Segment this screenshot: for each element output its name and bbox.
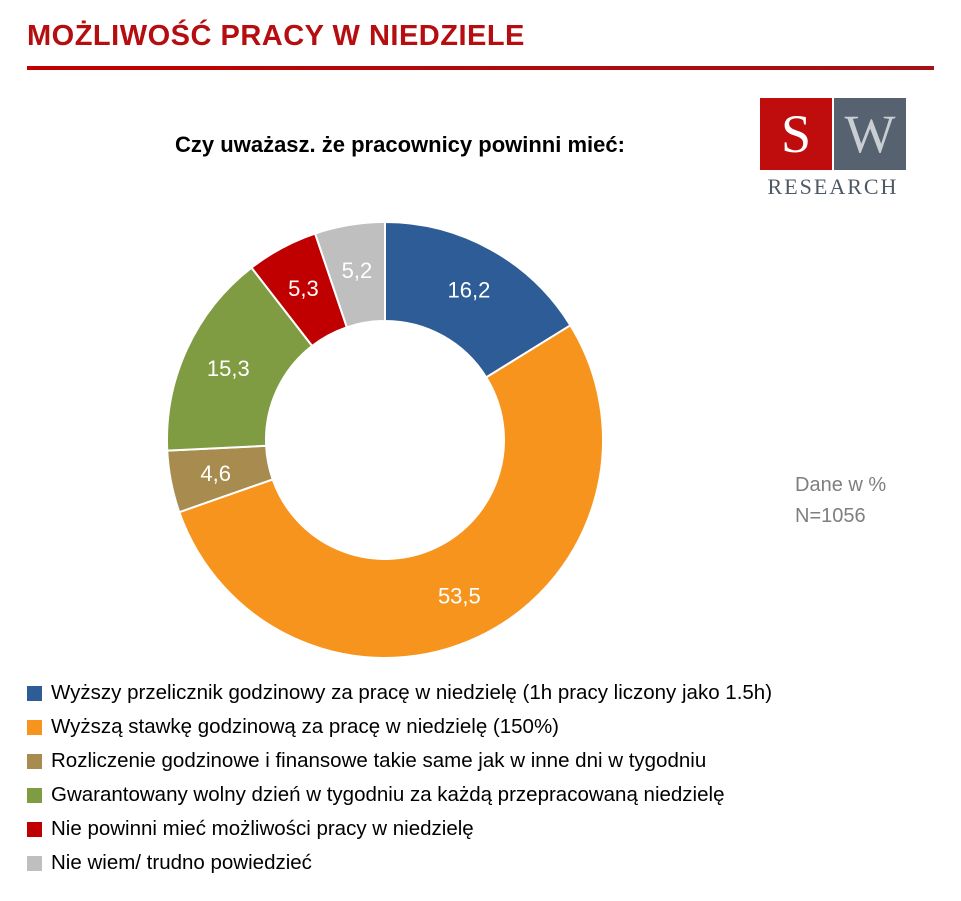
slice-value-label: 4,6 [200, 461, 231, 486]
annotation-sample-size: N=1056 [795, 505, 866, 527]
logo-caption: RESEARCH [767, 174, 899, 199]
logo-w-box: W [834, 98, 906, 170]
legend-item: Rozliczenie godzinowe i finansowe takie … [27, 744, 937, 778]
slice-value-label: 16,2 [448, 277, 491, 302]
legend-swatch [27, 855, 42, 871]
slice-value-label: 5,3 [288, 276, 319, 301]
legend-item: Nie wiem/ trudno powiedzieć [27, 846, 937, 880]
sw-research-logo: S W RESEARCH [760, 98, 906, 200]
logo-s-box: S [760, 98, 832, 170]
donut-segment-1 [178, 323, 604, 659]
donut-segment-3 [166, 266, 314, 452]
legend-item: Wyższą stawkę godzinową za pracę w niedz… [27, 710, 937, 744]
slice-value-label: 53,5 [438, 584, 481, 609]
annotation-units: Dane w % [795, 474, 887, 496]
slice-value-label: 5,2 [342, 258, 373, 283]
legend-item: Gwarantowany wolny dzień w tygodniu za k… [27, 778, 937, 812]
chart-legend: Wyższy przelicznik godzinowy za pracę w … [27, 676, 937, 880]
slice-value-label: 15,3 [207, 356, 250, 381]
donut-segment-0 [384, 220, 572, 379]
legend-label: Wyższą stawkę godzinową za pracę w niedz… [51, 715, 559, 738]
legend-label: Rozliczenie godzinowe i finansowe takie … [51, 749, 707, 772]
legend-swatch [27, 719, 42, 735]
legend-swatch [27, 753, 42, 769]
page-title: MOŻLIWOŚĆ PRACY W NIEDZIELE [27, 20, 525, 52]
legend-item: Nie powinni mieć możliwości pracy w nied… [27, 812, 937, 846]
legend-label: Wyższy przelicznik godzinowy za pracę w … [51, 681, 773, 704]
legend-label: Nie wiem/ trudno powiedzieć [51, 851, 312, 874]
legend-label: Nie powinni mieć możliwości pracy w nied… [51, 817, 474, 840]
legend-swatch [27, 821, 42, 837]
legend-swatch [27, 787, 42, 803]
donut-segment-5 [313, 220, 386, 329]
logo-letter-boxes: S W [760, 98, 906, 170]
title-divider [27, 66, 934, 70]
chart-annotation: Dane w % N=1056 [795, 470, 886, 532]
legend-label: Gwarantowany wolny dzień w tygodniu za k… [51, 783, 725, 806]
chart-title: Czy uważasz. że pracownicy powinni mieć: [175, 132, 625, 157]
donut-chart: 16,2 53,5 4,6 15,3 5,3 5,2 [166, 220, 604, 659]
legend-item: Wyższy przelicznik godzinowy za pracę w … [27, 676, 937, 710]
legend-swatch [27, 685, 42, 701]
